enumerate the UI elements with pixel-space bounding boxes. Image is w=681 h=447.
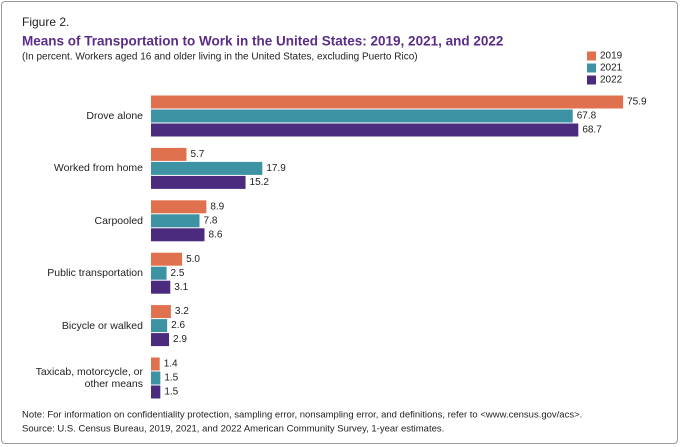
- legend-label: 2022: [600, 75, 623, 86]
- bar: [151, 214, 200, 228]
- value-label: 5.7: [190, 149, 204, 160]
- value-label: 1.5: [164, 387, 178, 398]
- category-label: Drove alone: [86, 110, 143, 122]
- chart-title: Means of Transportation to Work in the U…: [22, 34, 503, 49]
- bar: [151, 109, 573, 123]
- bar: [151, 385, 161, 399]
- bar: [151, 305, 171, 319]
- value-label: 3.2: [175, 306, 189, 317]
- figure-label: Figure 2.: [22, 15, 69, 29]
- value-label: 75.9: [627, 97, 647, 108]
- bar: [151, 147, 187, 161]
- value-label: 8.6: [208, 229, 222, 240]
- category-label: Carpooled: [94, 214, 143, 227]
- value-label: 1.5: [164, 373, 178, 384]
- value-label: 68.7: [582, 125, 602, 136]
- legend-swatch: [587, 51, 596, 61]
- legend-label: 2019: [600, 51, 623, 62]
- bar: [151, 266, 167, 280]
- value-label: 1.4: [164, 359, 178, 370]
- category-label: Worked from home: [53, 162, 143, 175]
- legend-label: 2021: [600, 63, 623, 74]
- value-label: 3.1: [174, 282, 188, 293]
- bar: [151, 123, 579, 137]
- bar: [151, 228, 205, 242]
- value-label: 5.0: [186, 254, 200, 265]
- bar: [151, 95, 624, 109]
- category-label: Bicycle or walked: [61, 319, 143, 332]
- value-label: 2.9: [173, 334, 187, 345]
- bar: [151, 175, 246, 189]
- legend-swatch: [587, 75, 596, 85]
- bar: [151, 161, 263, 175]
- bar: [151, 200, 207, 214]
- value-label: 2.5: [171, 268, 185, 279]
- bar: [151, 371, 161, 385]
- category-label: Public transportation: [47, 267, 143, 280]
- bar: [151, 252, 183, 266]
- value-label: 7.8: [204, 215, 218, 226]
- value-label: 15.2: [250, 177, 270, 188]
- value-label: 8.9: [210, 201, 224, 212]
- value-label: 17.9: [266, 163, 286, 174]
- chart-subtitle: (In percent. Workers aged 16 and older l…: [22, 52, 418, 63]
- source: Source: U.S. Census Bureau, 2019, 2021, …: [22, 424, 444, 435]
- value-label: 67.8: [577, 111, 597, 122]
- bar: [151, 319, 168, 333]
- value-label: 2.6: [171, 320, 185, 331]
- bar: [151, 333, 170, 347]
- note: Note: For information on confidentiality…: [22, 410, 582, 421]
- bar: [151, 357, 160, 371]
- legend-swatch: [587, 63, 596, 73]
- bar: [151, 280, 171, 294]
- category-label: Taxicab, motorcycle, or other means: [35, 366, 143, 390]
